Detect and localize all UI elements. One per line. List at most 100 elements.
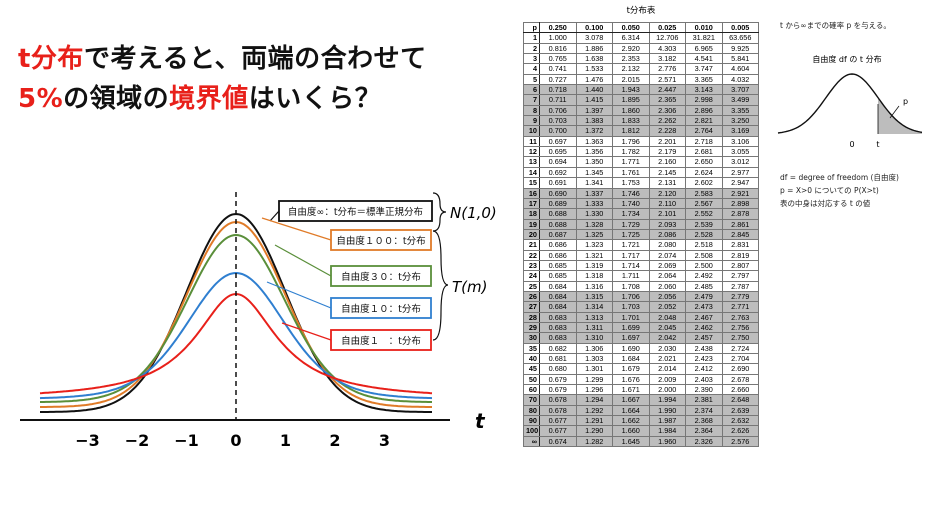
table-row-df: 6 [523, 84, 540, 96]
table-cell: 2.571 [648, 73, 686, 86]
table-cell: 2.179 [648, 146, 686, 158]
table-cell: 3.182 [648, 53, 686, 65]
table-cell: 0.683 [539, 332, 577, 344]
table-row-df: 20 [523, 228, 540, 241]
table-cell: 3.143 [685, 84, 723, 96]
table-row: 21 0.686 1.323 1.721 2.080 2.518 2.831 [523, 239, 759, 251]
table-cell: 2.364 [685, 425, 723, 437]
table-row-df: 22 [523, 249, 540, 261]
table-cell: 1.323 [575, 239, 613, 251]
table-row: 35 0.682 1.306 1.690 2.030 2.438 2.724 [523, 342, 759, 355]
table-cell: 2.763 [721, 311, 759, 323]
table-cell: 2.479 [685, 290, 723, 303]
table-cell: 1.990 [648, 404, 686, 417]
hl1-part-1: で考えると、両端の合わせて [83, 44, 427, 74]
table-cell: 1.333 [575, 197, 613, 210]
table-cell: 2.048 [648, 311, 686, 323]
table-cell: 2.228 [648, 125, 686, 137]
tick-label-3: 0 [230, 431, 241, 450]
table-row: 9 0.703 1.383 1.833 2.262 2.821 3.250 [523, 115, 759, 127]
table-cell: 1.664 [612, 404, 650, 417]
table-cell: 6.314 [612, 32, 650, 44]
table-cell: 2.771 [721, 301, 759, 313]
table-cell: 2.650 [685, 156, 723, 168]
tick-label-5: 2 [329, 431, 340, 450]
table-cell: 1.310 [575, 332, 613, 344]
table-cell: 2.015 [612, 73, 650, 86]
table-cell: 1.292 [575, 404, 613, 417]
tick-label-4: 1 [280, 431, 291, 450]
table-cell: 1.350 [575, 156, 613, 168]
table-cell: 1.708 [612, 280, 650, 292]
table-cell: 1.886 [575, 42, 613, 55]
table-cell: 2.014 [648, 363, 686, 375]
table-row-df: 80 [523, 404, 540, 417]
headline-line2: 5%の領域の境界値はいくら？ [18, 78, 381, 115]
table-cell: 2.326 [685, 435, 723, 448]
table-cell: 2.438 [685, 342, 723, 355]
table-row-df: 5 [523, 73, 540, 86]
table-cell: 2.567 [685, 197, 723, 210]
table-cell: 1.679 [612, 363, 650, 375]
table-row: 5 0.727 1.476 2.015 2.571 3.365 4.032 [523, 73, 759, 86]
table-cell: 1.667 [612, 394, 650, 406]
table-cell: 1.294 [575, 394, 613, 406]
leader-line-2 [274, 244, 332, 277]
table-cell: 0.683 [539, 311, 577, 323]
table-cell: 0.741 [539, 63, 577, 75]
table-cell: 3.169 [721, 125, 759, 137]
table-cell: 1.325 [575, 228, 613, 241]
table-row-df: 45 [523, 363, 540, 375]
table-cell: 2.704 [721, 352, 759, 365]
table-row-df: 18 [523, 208, 540, 220]
table-cell: 1.943 [612, 84, 650, 96]
table-cell: 2.000 [648, 384, 686, 396]
table-row: 15 0.691 1.341 1.753 2.131 2.602 2.947 [523, 177, 759, 189]
table-cell: 2.467 [685, 311, 723, 323]
table-cell: 1.782 [612, 146, 650, 158]
table-cell: 1.994 [648, 394, 686, 406]
table-cell: 4.303 [648, 42, 686, 55]
leader-line-3 [266, 281, 332, 309]
table-row: 18 0.688 1.330 1.734 2.101 2.552 2.878 [523, 208, 759, 220]
table-cell: 2.678 [721, 373, 759, 386]
table-cell: 0.681 [539, 352, 577, 365]
table-cell: 3.250 [721, 115, 759, 127]
table-cell: 2.056 [648, 290, 686, 303]
normal-brace [432, 192, 447, 232]
table-row-df: 3 [523, 53, 540, 65]
normal-label: N(1,0) [450, 204, 497, 222]
table-row-df: 26 [523, 290, 540, 303]
table-cell: 2.412 [685, 363, 723, 375]
table-cell: 1.796 [612, 135, 650, 148]
table-row-df: 1 [523, 32, 540, 44]
table-row-df: 12 [523, 146, 540, 158]
table-cell: 0.683 [539, 321, 577, 334]
label-box-0 [278, 200, 433, 222]
table-cell: 1.699 [612, 321, 650, 334]
hl1-part-0: t分布 [18, 44, 84, 74]
table-row: 30 0.683 1.310 1.697 2.042 2.457 2.750 [523, 332, 759, 344]
table-cell: 0.679 [539, 384, 577, 396]
table-cell: 2.353 [612, 53, 650, 65]
table-row: 17 0.689 1.333 1.740 2.110 2.567 2.898 [523, 197, 759, 210]
table-cell: 2.583 [685, 187, 723, 199]
table-cell: 1.734 [612, 208, 650, 220]
table-row-df: 7 [523, 94, 540, 106]
table-cell: 2.485 [685, 280, 723, 292]
table-row: 25 0.684 1.316 1.708 2.060 2.485 2.787 [523, 280, 759, 292]
table-cell: 2.977 [721, 166, 759, 179]
table-title: t分布表 [626, 6, 656, 16]
table-cell: 0.686 [539, 239, 577, 251]
table-cell: 2.718 [685, 135, 723, 148]
table-row: 26 0.684 1.315 1.706 2.056 2.479 2.779 [523, 290, 759, 303]
table-cell: 1.671 [612, 384, 650, 396]
table-cell: 2.724 [721, 342, 759, 355]
table-cell: 2.462 [685, 321, 723, 334]
table-cell: 0.689 [539, 197, 577, 210]
table-row: 19 0.688 1.328 1.729 2.093 2.539 2.861 [523, 218, 759, 230]
table-cell: 0.678 [539, 404, 577, 417]
table-cell: 2.648 [721, 394, 759, 406]
hl2-part-1: の領域の [63, 84, 170, 114]
table-cell: 1.383 [575, 115, 613, 127]
